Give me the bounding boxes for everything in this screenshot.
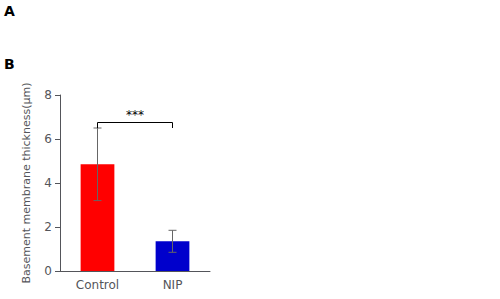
svg-text:2: 2 [44,220,52,234]
svg-text:Control: Control [76,278,119,292]
svg-text:B: B [4,56,15,72]
svg-text:NIP: NIP [163,278,183,292]
svg-text:0: 0 [44,264,52,278]
svg-text:Basement membrane thickness(μm: Basement membrane thickness(μm) [20,83,33,284]
svg-text:8: 8 [44,88,52,102]
svg-text:A: A [4,3,15,19]
svg-text:6: 6 [44,132,52,146]
svg-text:4: 4 [44,176,52,190]
svg-text:***: *** [126,108,144,122]
